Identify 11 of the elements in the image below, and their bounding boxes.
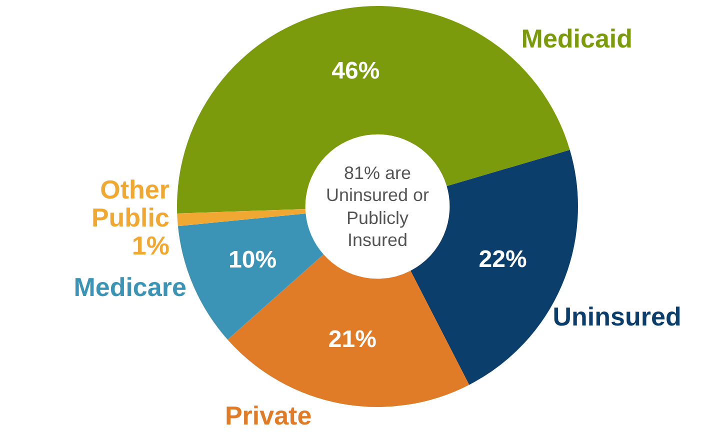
- data-label: 10%: [228, 246, 277, 274]
- data-label: 22%: [478, 246, 527, 273]
- data-label: 46%: [332, 58, 380, 85]
- text: 81% are Uninsured or Publicly Insured: [324, 162, 430, 252]
- slice-label: Medicare: [74, 272, 186, 302]
- slice-label: Other Public: [91, 174, 170, 232]
- slice-label: Uninsured: [552, 302, 682, 332]
- slice-label: Private: [224, 400, 312, 431]
- slice-label: Medicaid: [521, 24, 633, 54]
- data-label: 1%: [132, 230, 170, 260]
- data-label: 21%: [328, 326, 376, 354]
